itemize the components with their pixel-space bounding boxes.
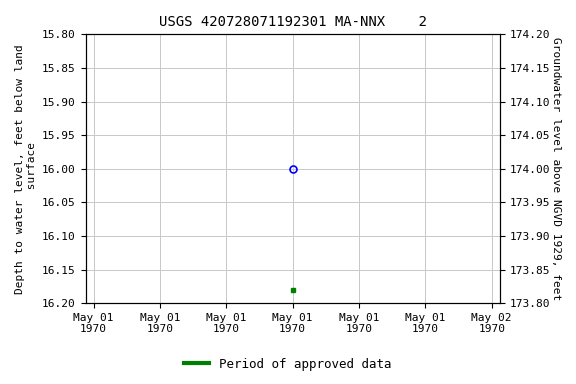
Y-axis label: Groundwater level above NGVD 1929, feet: Groundwater level above NGVD 1929, feet [551,37,561,300]
Y-axis label: Depth to water level, feet below land
 surface: Depth to water level, feet below land su… [15,44,37,294]
Title: USGS 420728071192301 MA-NNX    2: USGS 420728071192301 MA-NNX 2 [158,15,427,29]
Legend: Period of approved data: Period of approved data [179,353,397,376]
